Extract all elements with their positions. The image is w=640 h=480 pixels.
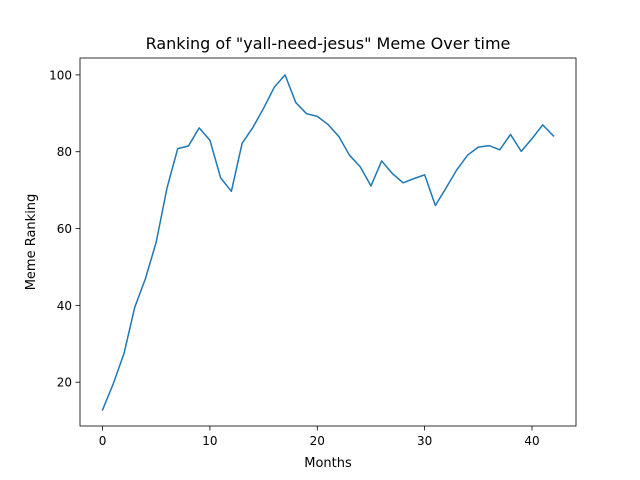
x-tick-label: 10 — [202, 434, 217, 448]
y-tick-label: 60 — [57, 222, 72, 236]
y-tick-label: 80 — [57, 145, 72, 159]
x-tick-label: 20 — [310, 434, 325, 448]
plot-frame — [79, 57, 577, 427]
x-tick-label: 30 — [417, 434, 432, 448]
x-tick-label: 0 — [99, 434, 107, 448]
plot-area — [101, 74, 555, 411]
y-tick-label: 20 — [57, 376, 72, 390]
y-tick-label: 40 — [57, 299, 72, 313]
x-tick-label: 40 — [524, 434, 539, 448]
y-axis-label: Meme Ranking — [24, 194, 39, 291]
x-axis-label: Months — [304, 456, 352, 471]
series-line — [101, 74, 555, 411]
y-tick-label: 100 — [49, 68, 72, 82]
axis-ticks: 0 10 20 30 40 20 40 60 80 100 — [49, 68, 540, 448]
chart-title: Ranking of "yall-need-jesus" Meme Over t… — [146, 34, 511, 53]
